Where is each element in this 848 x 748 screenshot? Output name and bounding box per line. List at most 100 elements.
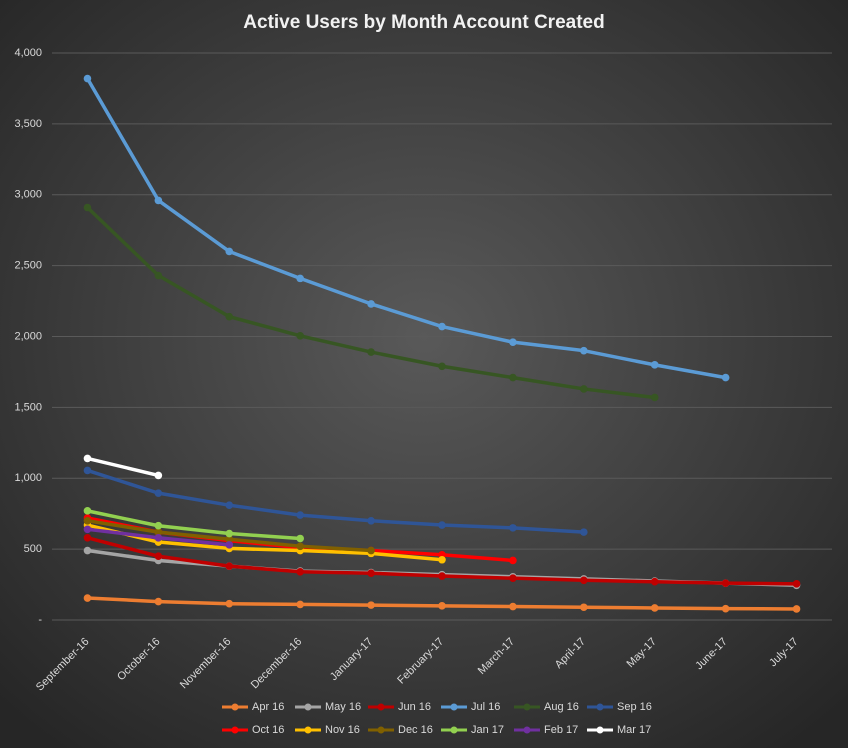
data-point	[792, 605, 801, 613]
series-line	[87, 509, 301, 541]
legend-marker	[523, 726, 531, 734]
data-point	[296, 534, 304, 543]
data-point	[650, 577, 659, 586]
data-point	[225, 562, 234, 570]
y-tick-label: 3,000	[14, 189, 42, 201]
series-line	[86, 468, 584, 534]
data-point	[83, 454, 92, 463]
data-point	[438, 521, 446, 529]
data-point	[650, 393, 659, 402]
data-point	[721, 579, 730, 587]
chart-title: Active Users by Month Account Created	[243, 12, 604, 33]
data-point	[509, 338, 517, 346]
y-tick-label: 2,000	[14, 330, 42, 342]
legend-marker	[377, 703, 385, 711]
y-tick-label: 1,000	[14, 472, 42, 484]
legend-label: Dec 16	[398, 724, 433, 736]
data-point	[580, 528, 588, 536]
data-point	[154, 471, 163, 480]
legend-label: Apr 16	[252, 701, 284, 713]
y-tick-label: 1,500	[14, 401, 42, 413]
data-point	[792, 580, 801, 588]
series-line	[87, 523, 443, 562]
legend-marker	[304, 726, 312, 734]
data-point	[83, 516, 92, 525]
data-point	[438, 555, 446, 564]
data-point	[154, 533, 163, 542]
data-point	[154, 552, 163, 561]
data-point	[509, 524, 517, 532]
data-point	[509, 556, 517, 565]
data-point	[154, 196, 163, 205]
legend-marker	[450, 703, 458, 711]
data-point	[225, 535, 234, 544]
data-point	[225, 599, 234, 608]
data-point	[83, 203, 92, 212]
legend-label: Mar 17	[617, 724, 651, 736]
data-point	[367, 546, 375, 555]
data-point	[367, 601, 375, 609]
data-point	[83, 594, 92, 602]
data-point	[367, 516, 375, 525]
legend-marker	[596, 726, 604, 734]
data-point	[721, 604, 730, 613]
data-point	[509, 574, 517, 582]
data-point	[509, 602, 517, 611]
legend-label: May 16	[325, 701, 361, 713]
series-line	[85, 77, 726, 380]
y-tick-label: 500	[24, 543, 42, 555]
data-point	[438, 572, 446, 580]
legend-marker	[231, 703, 239, 711]
legend-label: Aug 16	[544, 701, 579, 713]
y-tick-label: 2,500	[14, 260, 42, 272]
data-point	[580, 603, 588, 612]
legend-label: Feb 17	[544, 724, 578, 736]
data-point	[296, 331, 304, 340]
data-point	[296, 600, 304, 609]
legend-label: Sep 16	[617, 701, 652, 713]
data-point	[367, 348, 375, 356]
data-point	[296, 542, 304, 551]
data-point	[438, 362, 446, 371]
legend-marker	[450, 726, 458, 734]
data-point	[296, 568, 304, 576]
legend-label: Oct 16	[252, 724, 284, 736]
y-tick-label: 4,000	[14, 47, 42, 59]
legend-marker	[304, 703, 312, 711]
data-point	[721, 373, 730, 382]
y-tick-label: -	[38, 614, 42, 626]
legend-label: Jun 16	[398, 701, 431, 713]
data-point	[154, 489, 163, 497]
data-point	[154, 521, 163, 530]
legend-label: Jan 17	[471, 724, 504, 736]
data-point	[367, 300, 375, 308]
legend-marker	[523, 703, 531, 711]
data-point	[650, 604, 659, 612]
data-point	[650, 361, 659, 369]
data-point	[580, 385, 588, 393]
legend-marker	[596, 703, 604, 711]
data-point	[154, 528, 163, 536]
data-point	[154, 271, 163, 280]
data-point	[225, 529, 234, 538]
data-point	[580, 576, 588, 585]
data-point	[154, 597, 163, 606]
legend-label: Nov 16	[325, 724, 360, 736]
data-point	[509, 373, 517, 382]
data-point	[225, 501, 234, 509]
data-point	[438, 602, 446, 610]
legend-marker	[231, 726, 239, 734]
series-line	[87, 456, 159, 478]
legend-marker	[377, 726, 385, 734]
data-point	[83, 74, 92, 83]
data-point	[83, 466, 92, 475]
data-point	[225, 312, 234, 321]
data-point	[225, 247, 234, 256]
data-point	[580, 346, 588, 355]
data-point	[296, 274, 304, 283]
data-point	[367, 569, 375, 578]
data-point	[83, 533, 92, 542]
data-point	[225, 541, 234, 549]
y-tick-label: 3,500	[14, 118, 42, 130]
